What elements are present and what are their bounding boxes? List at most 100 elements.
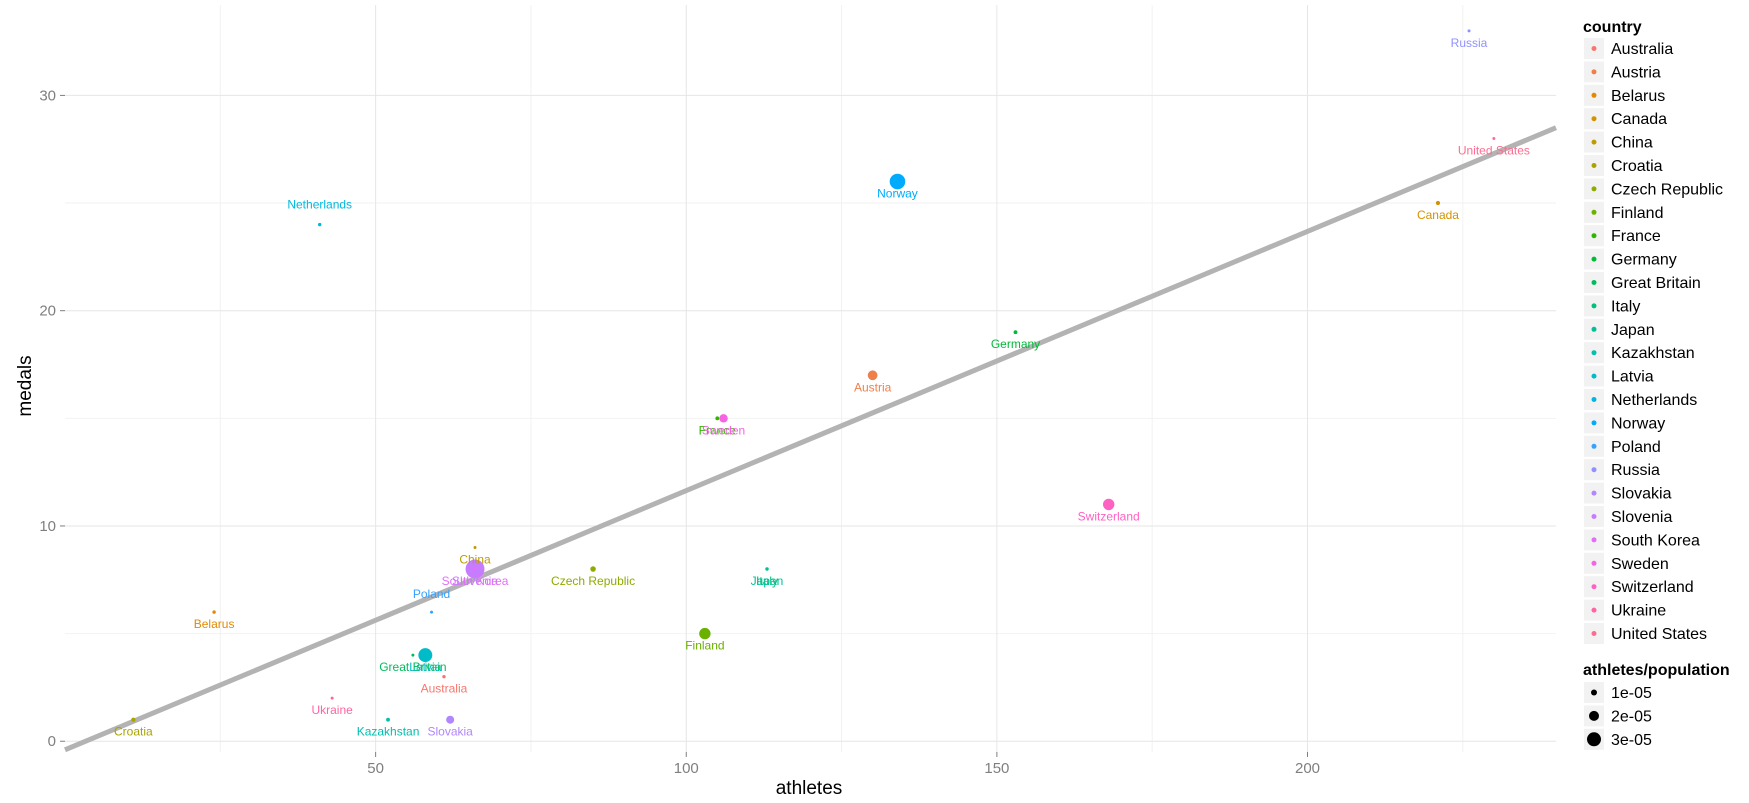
point-label-belarus: Belarus xyxy=(194,617,235,631)
legend-size-label: 1e-05 xyxy=(1611,685,1652,702)
legend-label-croatia: Croatia xyxy=(1611,158,1663,175)
legend-key-dot xyxy=(1591,467,1597,473)
point-czech-republic xyxy=(590,566,596,572)
x-tick-label: 200 xyxy=(1295,760,1320,777)
point-label-slovakia: Slovakia xyxy=(427,725,473,739)
legend-size-dot xyxy=(1591,689,1597,696)
point-label-kazakhstan: Kazakhstan xyxy=(357,725,420,739)
legend-label-norway: Norway xyxy=(1611,415,1665,432)
legend-key-dot xyxy=(1591,514,1597,519)
legend-label-finland: Finland xyxy=(1611,205,1663,222)
legend-key-dot xyxy=(1591,233,1597,239)
legend-key-dot xyxy=(1591,397,1597,402)
legend-label-slovakia: Slovakia xyxy=(1611,486,1672,503)
point-label-netherlands: Netherlands xyxy=(287,198,352,212)
point-ukraine xyxy=(330,696,334,700)
point-label-australia: Australia xyxy=(421,682,468,696)
x-tick-label: 50 xyxy=(367,760,384,777)
point-label-china: China xyxy=(459,552,491,566)
legend-label-switzerland: Switzerland xyxy=(1611,579,1694,596)
x-tick-label: 100 xyxy=(674,760,699,777)
point-label-italy: Italy xyxy=(756,574,778,588)
point-norway xyxy=(889,173,906,190)
legend-label-australia: Australia xyxy=(1611,41,1673,58)
legend-key-dot xyxy=(1591,326,1597,332)
point-switzerland xyxy=(1103,498,1115,511)
point-label-croatia: Croatia xyxy=(114,725,153,739)
legend-key-dot xyxy=(1591,256,1597,262)
legend-size-label: 2e-05 xyxy=(1611,708,1652,725)
x-axis-title: athletes xyxy=(776,778,843,799)
legend-label-united-states: United States xyxy=(1611,626,1707,643)
y-axis-title: medals xyxy=(15,355,36,416)
y-tick-label: 10 xyxy=(39,518,56,535)
legend-key-dot xyxy=(1591,209,1597,215)
point-latvia xyxy=(418,648,433,663)
point-belarus xyxy=(212,610,216,614)
y-tick-label: 0 xyxy=(48,733,56,750)
legend-label-japan: Japan xyxy=(1611,322,1655,339)
point-label-czech-republic: Czech Republic xyxy=(551,574,635,588)
points-layer xyxy=(131,29,1496,724)
y-tick-label: 30 xyxy=(39,87,56,104)
point-canada xyxy=(1435,200,1441,206)
legend-key-dot xyxy=(1591,631,1597,636)
legend-label-ukraine: Ukraine xyxy=(1611,603,1666,620)
point-label-switzerland: Switzerland xyxy=(1078,509,1140,523)
grid-major xyxy=(65,5,1556,752)
legend-label-kazakhstan: Kazakhstan xyxy=(1611,345,1695,362)
point-croatia xyxy=(131,717,136,722)
point-label-poland: Poland xyxy=(413,587,450,601)
point-label-france: France xyxy=(699,423,737,437)
legend-label-latvia: Latvia xyxy=(1611,369,1654,386)
point-label-canada: Canada xyxy=(1417,208,1459,222)
point-label-sweden: Sweden xyxy=(702,423,745,437)
legend-key-dot xyxy=(1591,92,1597,98)
legend-size-dot xyxy=(1589,710,1599,721)
legend-key-dot xyxy=(1591,46,1597,51)
legend-size-keys: 1e-05 2e-05 3e-05 xyxy=(1584,682,1652,750)
trend-line xyxy=(64,125,1557,753)
point-germany xyxy=(1013,330,1018,335)
legend-color-keys: Australia Austria Belarus Canada China Croati… xyxy=(1584,38,1723,644)
x-tick-label: 150 xyxy=(984,760,1009,777)
point-label-finland: Finland xyxy=(685,639,724,653)
point-kazakhstan xyxy=(386,717,390,722)
point-label-russia: Russia xyxy=(1451,36,1488,50)
legend-key-dot xyxy=(1591,69,1597,75)
legend-size-label: 3e-05 xyxy=(1611,732,1652,749)
legend-label-south-korea: South Korea xyxy=(1611,532,1700,549)
y-tick-label: 20 xyxy=(39,303,56,320)
point-label-japan: Japan xyxy=(751,574,784,588)
legend-key-dot xyxy=(1591,443,1597,449)
legend-label-slovenia: Slovenia xyxy=(1611,509,1672,526)
point-japan xyxy=(765,567,769,571)
point-finland xyxy=(699,627,711,640)
legend-key-dot xyxy=(1591,373,1597,379)
point-united-states xyxy=(1492,136,1496,140)
legend-size-dot xyxy=(1587,732,1601,747)
legend-label-austria: Austria xyxy=(1611,64,1661,81)
point-label-austria: Austria xyxy=(854,380,892,394)
point-russia xyxy=(1467,29,1471,33)
point-austria xyxy=(867,370,878,381)
legend-label-china: China xyxy=(1611,135,1653,152)
legend-label-czech-republic: Czech Republic xyxy=(1611,181,1723,198)
point-labels-layer: Australia Austria Belarus Canada China Croati… xyxy=(114,36,1530,739)
point-great-britain xyxy=(411,653,415,657)
legend-key-dot xyxy=(1591,280,1597,285)
legend-key-dot xyxy=(1591,163,1597,168)
grid-minor xyxy=(65,5,1556,752)
point-label-ukraine: Ukraine xyxy=(311,703,353,717)
legend-label-sweden: Sweden xyxy=(1611,556,1669,573)
point-label-great-britain: Great Britain xyxy=(379,660,446,674)
point-netherlands xyxy=(318,222,322,227)
legend: country Australia Austria Belarus Canada Chi… xyxy=(1583,19,1730,750)
point-france xyxy=(715,416,720,421)
point-label-united-states: United States xyxy=(1458,143,1530,157)
legend-key-dot xyxy=(1591,139,1597,145)
legend-label-italy: Italy xyxy=(1611,298,1640,315)
legend-key-dot xyxy=(1591,490,1597,496)
point-label-latvia: Latvia xyxy=(409,660,441,674)
